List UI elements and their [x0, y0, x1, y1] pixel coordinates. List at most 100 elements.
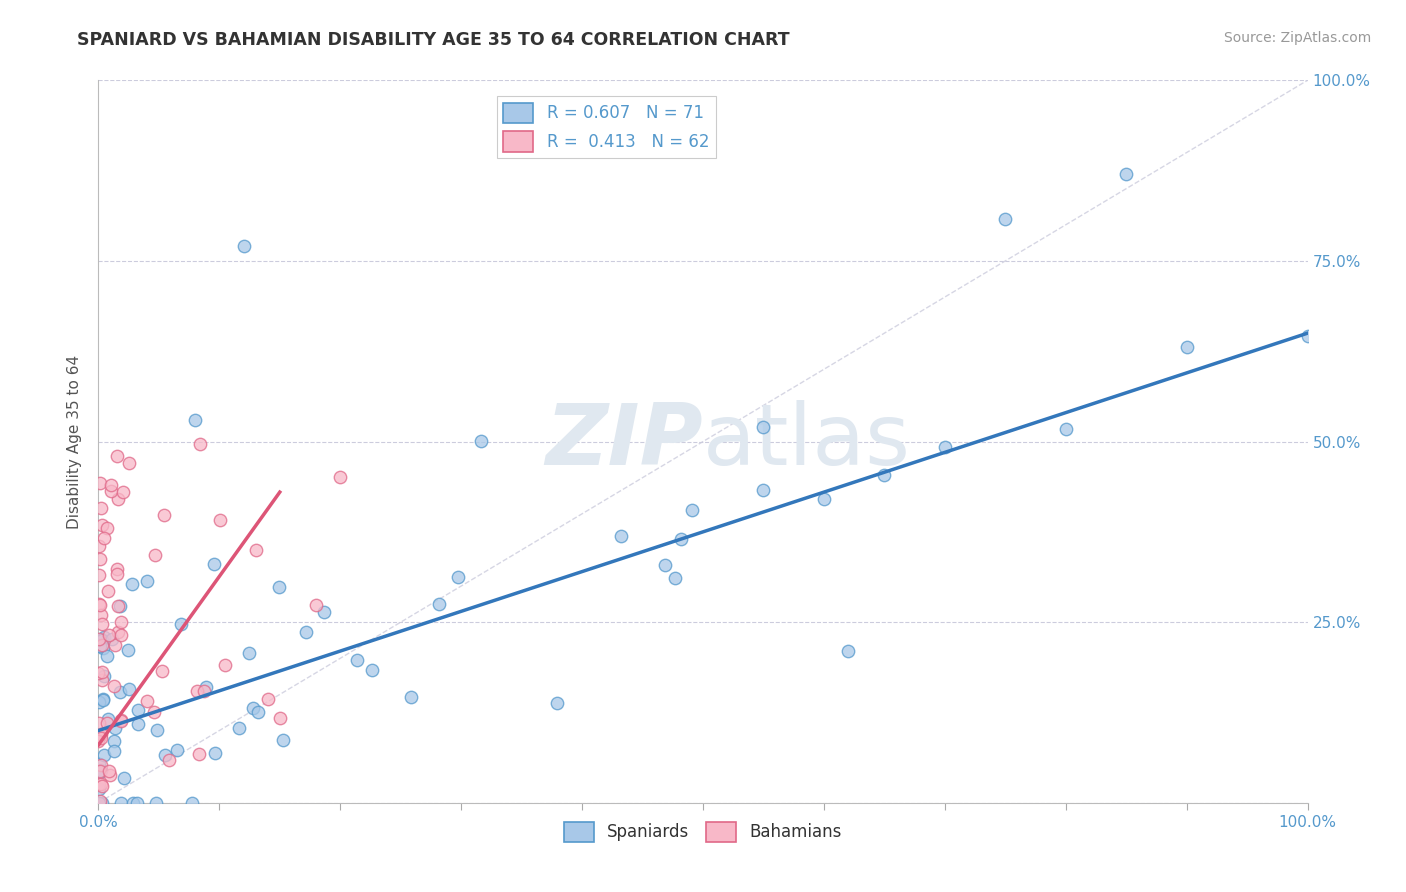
- Point: [271, 733, 294, 747]
- Point: [89, 756, 111, 771]
- Point: [143, 549, 166, 563]
- Point: [447, 570, 470, 584]
- Point: [103, 734, 125, 748]
- Point: [87, 733, 110, 747]
- Point: [934, 440, 956, 454]
- Point: [105, 449, 128, 463]
- Point: [166, 743, 188, 757]
- Point: [87, 777, 110, 791]
- Point: [87, 666, 110, 681]
- Point: [305, 599, 328, 613]
- Point: [186, 684, 208, 698]
- Point: [184, 413, 207, 427]
- Point: [837, 643, 859, 657]
- Point: [107, 491, 129, 506]
- Point: [752, 420, 775, 434]
- Point: [91, 641, 114, 656]
- Point: [669, 532, 692, 546]
- Point: [361, 663, 384, 677]
- Point: [89, 695, 111, 709]
- Point: [110, 713, 132, 727]
- Point: [994, 211, 1017, 226]
- Point: [87, 782, 110, 797]
- Point: [146, 723, 169, 738]
- Point: [610, 529, 633, 543]
- Point: [209, 513, 232, 527]
- Point: [90, 727, 112, 741]
- Point: [89, 539, 111, 553]
- Point: [110, 796, 132, 810]
- Point: [194, 680, 217, 694]
- Point: [157, 753, 180, 767]
- Point: [245, 542, 267, 557]
- Point: [118, 682, 141, 697]
- Point: [98, 628, 121, 642]
- Point: [873, 467, 896, 482]
- Point: [312, 605, 335, 619]
- Point: [96, 649, 118, 664]
- Point: [111, 485, 134, 500]
- Point: [89, 475, 111, 490]
- Point: [427, 597, 450, 611]
- Point: [89, 598, 111, 612]
- Point: [346, 653, 368, 667]
- Point: [752, 483, 775, 497]
- Text: SPANIARD VS BAHAMIAN DISABILITY AGE 35 TO 64 CORRELATION CHART: SPANIARD VS BAHAMIAN DISABILITY AGE 35 T…: [77, 31, 790, 49]
- Point: [204, 746, 226, 760]
- Point: [1054, 422, 1077, 436]
- Point: [96, 521, 118, 535]
- Point: [145, 796, 167, 810]
- Point: [127, 717, 149, 731]
- Point: [90, 776, 112, 790]
- Point: [104, 721, 127, 735]
- Point: [153, 508, 176, 523]
- Point: [89, 764, 111, 779]
- Point: [107, 599, 129, 614]
- Point: [93, 748, 115, 763]
- Point: [87, 632, 110, 647]
- Point: [93, 693, 115, 707]
- Text: atlas: atlas: [703, 400, 911, 483]
- Point: [98, 764, 121, 779]
- Point: [181, 796, 204, 810]
- Point: [91, 673, 114, 687]
- Point: [110, 628, 132, 642]
- Point: [93, 669, 115, 683]
- Text: ZIP: ZIP: [546, 400, 703, 483]
- Point: [125, 796, 148, 810]
- Point: [202, 558, 225, 572]
- Point: [91, 665, 114, 679]
- Point: [110, 714, 132, 728]
- Point: [97, 713, 120, 727]
- Point: [98, 767, 121, 781]
- Point: [1296, 329, 1319, 343]
- Y-axis label: Disability Age 35 to 64: Disability Age 35 to 64: [67, 354, 83, 529]
- Legend: Spaniards, Bahamians: Spaniards, Bahamians: [557, 815, 849, 848]
- Point: [256, 692, 278, 706]
- Point: [110, 599, 132, 613]
- Point: [267, 580, 290, 594]
- Point: [97, 583, 120, 598]
- Point: [122, 796, 145, 810]
- Point: [103, 744, 125, 758]
- Point: [681, 503, 703, 517]
- Point: [329, 469, 352, 483]
- Point: [193, 684, 215, 698]
- Point: [90, 616, 112, 631]
- Point: [90, 501, 112, 516]
- Point: [136, 574, 159, 589]
- Point: [90, 517, 112, 532]
- Point: [89, 729, 111, 743]
- Point: [90, 757, 112, 772]
- Point: [101, 632, 124, 646]
- Point: [90, 638, 112, 652]
- Point: [87, 796, 110, 810]
- Point: [100, 483, 122, 498]
- Point: [89, 597, 111, 611]
- Point: [105, 562, 128, 576]
- Point: [90, 763, 112, 777]
- Point: [118, 456, 141, 470]
- Point: [87, 716, 110, 731]
- Point: [1175, 340, 1198, 354]
- Text: Source: ZipAtlas.com: Source: ZipAtlas.com: [1223, 31, 1371, 45]
